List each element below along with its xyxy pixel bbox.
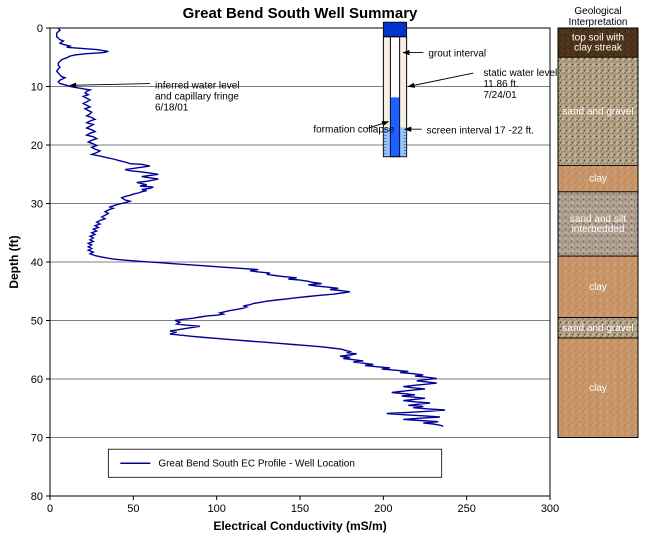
geo-layer-label: interbedded xyxy=(572,224,625,235)
legend-label: Great Bend South EC Profile - Well Locat… xyxy=(158,459,355,470)
annotation-text: 6/18/01 xyxy=(155,102,189,113)
annotation-text: 7/24/01 xyxy=(483,90,517,101)
annotation-arrow xyxy=(408,73,473,86)
annotation-text: static water level xyxy=(483,68,557,79)
x-tick-label: 200 xyxy=(374,503,392,515)
x-tick-label: 100 xyxy=(207,503,225,515)
x-tick-label: 150 xyxy=(291,503,309,515)
chart-title: Great Bend South Well Summary xyxy=(183,5,418,22)
x-tick-label: 250 xyxy=(457,503,475,515)
y-tick-label: 30 xyxy=(31,199,43,211)
annotation-text: grout interval xyxy=(428,49,486,60)
annotation-text: and capillary fringe xyxy=(155,91,239,102)
annotation-text: inferred water level xyxy=(155,80,239,91)
well-cap xyxy=(383,22,406,37)
y-tick-label: 0 xyxy=(37,23,43,35)
y-tick-label: 70 xyxy=(31,433,43,445)
y-tick-label: 50 xyxy=(31,316,43,328)
y-tick-label: 10 xyxy=(31,82,43,94)
well-summary-chart: Great Bend South Well Summary 0 10 20 30 40 50… xyxy=(0,0,650,542)
annotation-arrow xyxy=(70,84,150,86)
geo-layer-label: clay streak xyxy=(574,43,623,54)
x-axis-label: Electrical Conductivity (mS/m) xyxy=(213,519,386,533)
geo-column-title: Interpretation xyxy=(569,17,628,28)
x-tick-label: 300 xyxy=(541,503,559,515)
geo-layer-label: sand and gravel xyxy=(562,323,633,334)
y-tick-label: 60 xyxy=(31,374,43,386)
x-tick-label: 50 xyxy=(127,503,139,515)
annotation-text: screen interval 17 -22 ft. xyxy=(427,125,534,136)
annotation-text: 11.86 ft. xyxy=(483,79,518,90)
geo-layer-label: sand and gravel xyxy=(562,106,633,117)
y-tick-label: 20 xyxy=(31,140,43,152)
y-axis-label: Depth (ft) xyxy=(7,235,21,288)
geo-layer-label: clay xyxy=(589,174,607,185)
geo-layer-label: clay xyxy=(589,282,607,293)
y-tick-label: 80 xyxy=(31,491,43,503)
geo-column-title: Geological xyxy=(574,6,621,17)
x-tick-label: 0 xyxy=(47,503,53,515)
annotation-text: formation collapse xyxy=(313,125,395,136)
geo-layer-label: clay xyxy=(589,383,607,394)
y-tick-label: 40 xyxy=(31,257,43,269)
